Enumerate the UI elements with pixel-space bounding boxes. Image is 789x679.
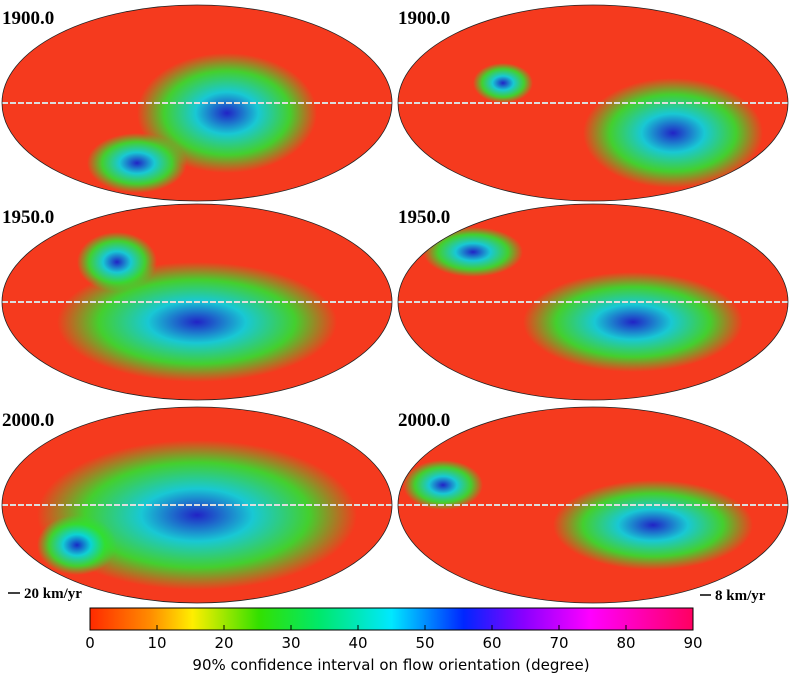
tick-label: 0	[85, 634, 95, 652]
colorbar	[89, 607, 694, 631]
tick-label: 20	[214, 634, 233, 652]
panel-label: 1950.0	[2, 207, 54, 228]
map-panel: 2000.0	[1, 406, 393, 604]
map-outline	[397, 4, 789, 202]
map-field	[403, 460, 753, 570]
map-field	[87, 53, 317, 193]
uncertainty-region	[87, 133, 187, 193]
tick-label: 60	[482, 634, 501, 652]
panel-label: 2000.0	[398, 410, 450, 431]
map-field	[423, 227, 743, 372]
map-panel: 1900.0	[1, 4, 393, 202]
map-outline	[1, 203, 393, 401]
uncertainty-region	[57, 262, 337, 382]
map-panel: 1950.0	[1, 203, 393, 401]
uncertainty-region	[583, 78, 763, 188]
uncertainty-region	[523, 272, 743, 372]
uncertainty-region	[423, 227, 523, 277]
map-outline	[397, 203, 789, 401]
uncertainty-region	[553, 480, 753, 570]
panel-label: 2000.0	[2, 410, 54, 431]
panel-label: 1950.0	[398, 207, 450, 228]
maps: 1900.0 1900.0 1950.0 1950.0 2000.0 2000.0	[1, 4, 789, 604]
scale-right: 8 km/yr	[700, 588, 766, 604]
uncertainty-region	[37, 440, 357, 590]
map-field	[37, 440, 357, 590]
map-outline	[1, 406, 393, 604]
uncertainty-region	[403, 460, 483, 510]
scale-label: 8 km/yr	[715, 588, 766, 604]
map-panel: 1900.0	[397, 4, 789, 202]
map-field	[473, 63, 763, 188]
uncertainty-region	[37, 515, 117, 575]
uncertainty-region	[137, 53, 317, 173]
panel-label: 1900.0	[2, 8, 54, 29]
uncertainty-region	[77, 232, 157, 292]
tick-label: 80	[616, 634, 635, 652]
tick-label: 90	[683, 634, 702, 652]
colorbar-axis: 0 10 20 30 40 50 60 70 80 90	[85, 625, 703, 652]
uncertainty-region	[473, 63, 533, 103]
map-outline	[397, 406, 789, 604]
map-panel: 1950.0	[397, 203, 789, 401]
map-outline	[1, 4, 393, 202]
scale-left: 20 km/yr	[8, 586, 82, 602]
tick-label: 40	[348, 634, 367, 652]
map-field	[57, 232, 337, 382]
tick-label: 70	[549, 634, 568, 652]
tick-label: 30	[281, 634, 300, 652]
tick-label: 10	[147, 634, 166, 652]
panel-label: 1900.0	[398, 8, 450, 29]
map-panel: 2000.0	[397, 406, 789, 604]
scale-label: 20 km/yr	[24, 586, 82, 602]
colorbar-label: 90% confidence interval on flow orientat…	[192, 656, 589, 674]
tick-label: 50	[415, 634, 434, 652]
